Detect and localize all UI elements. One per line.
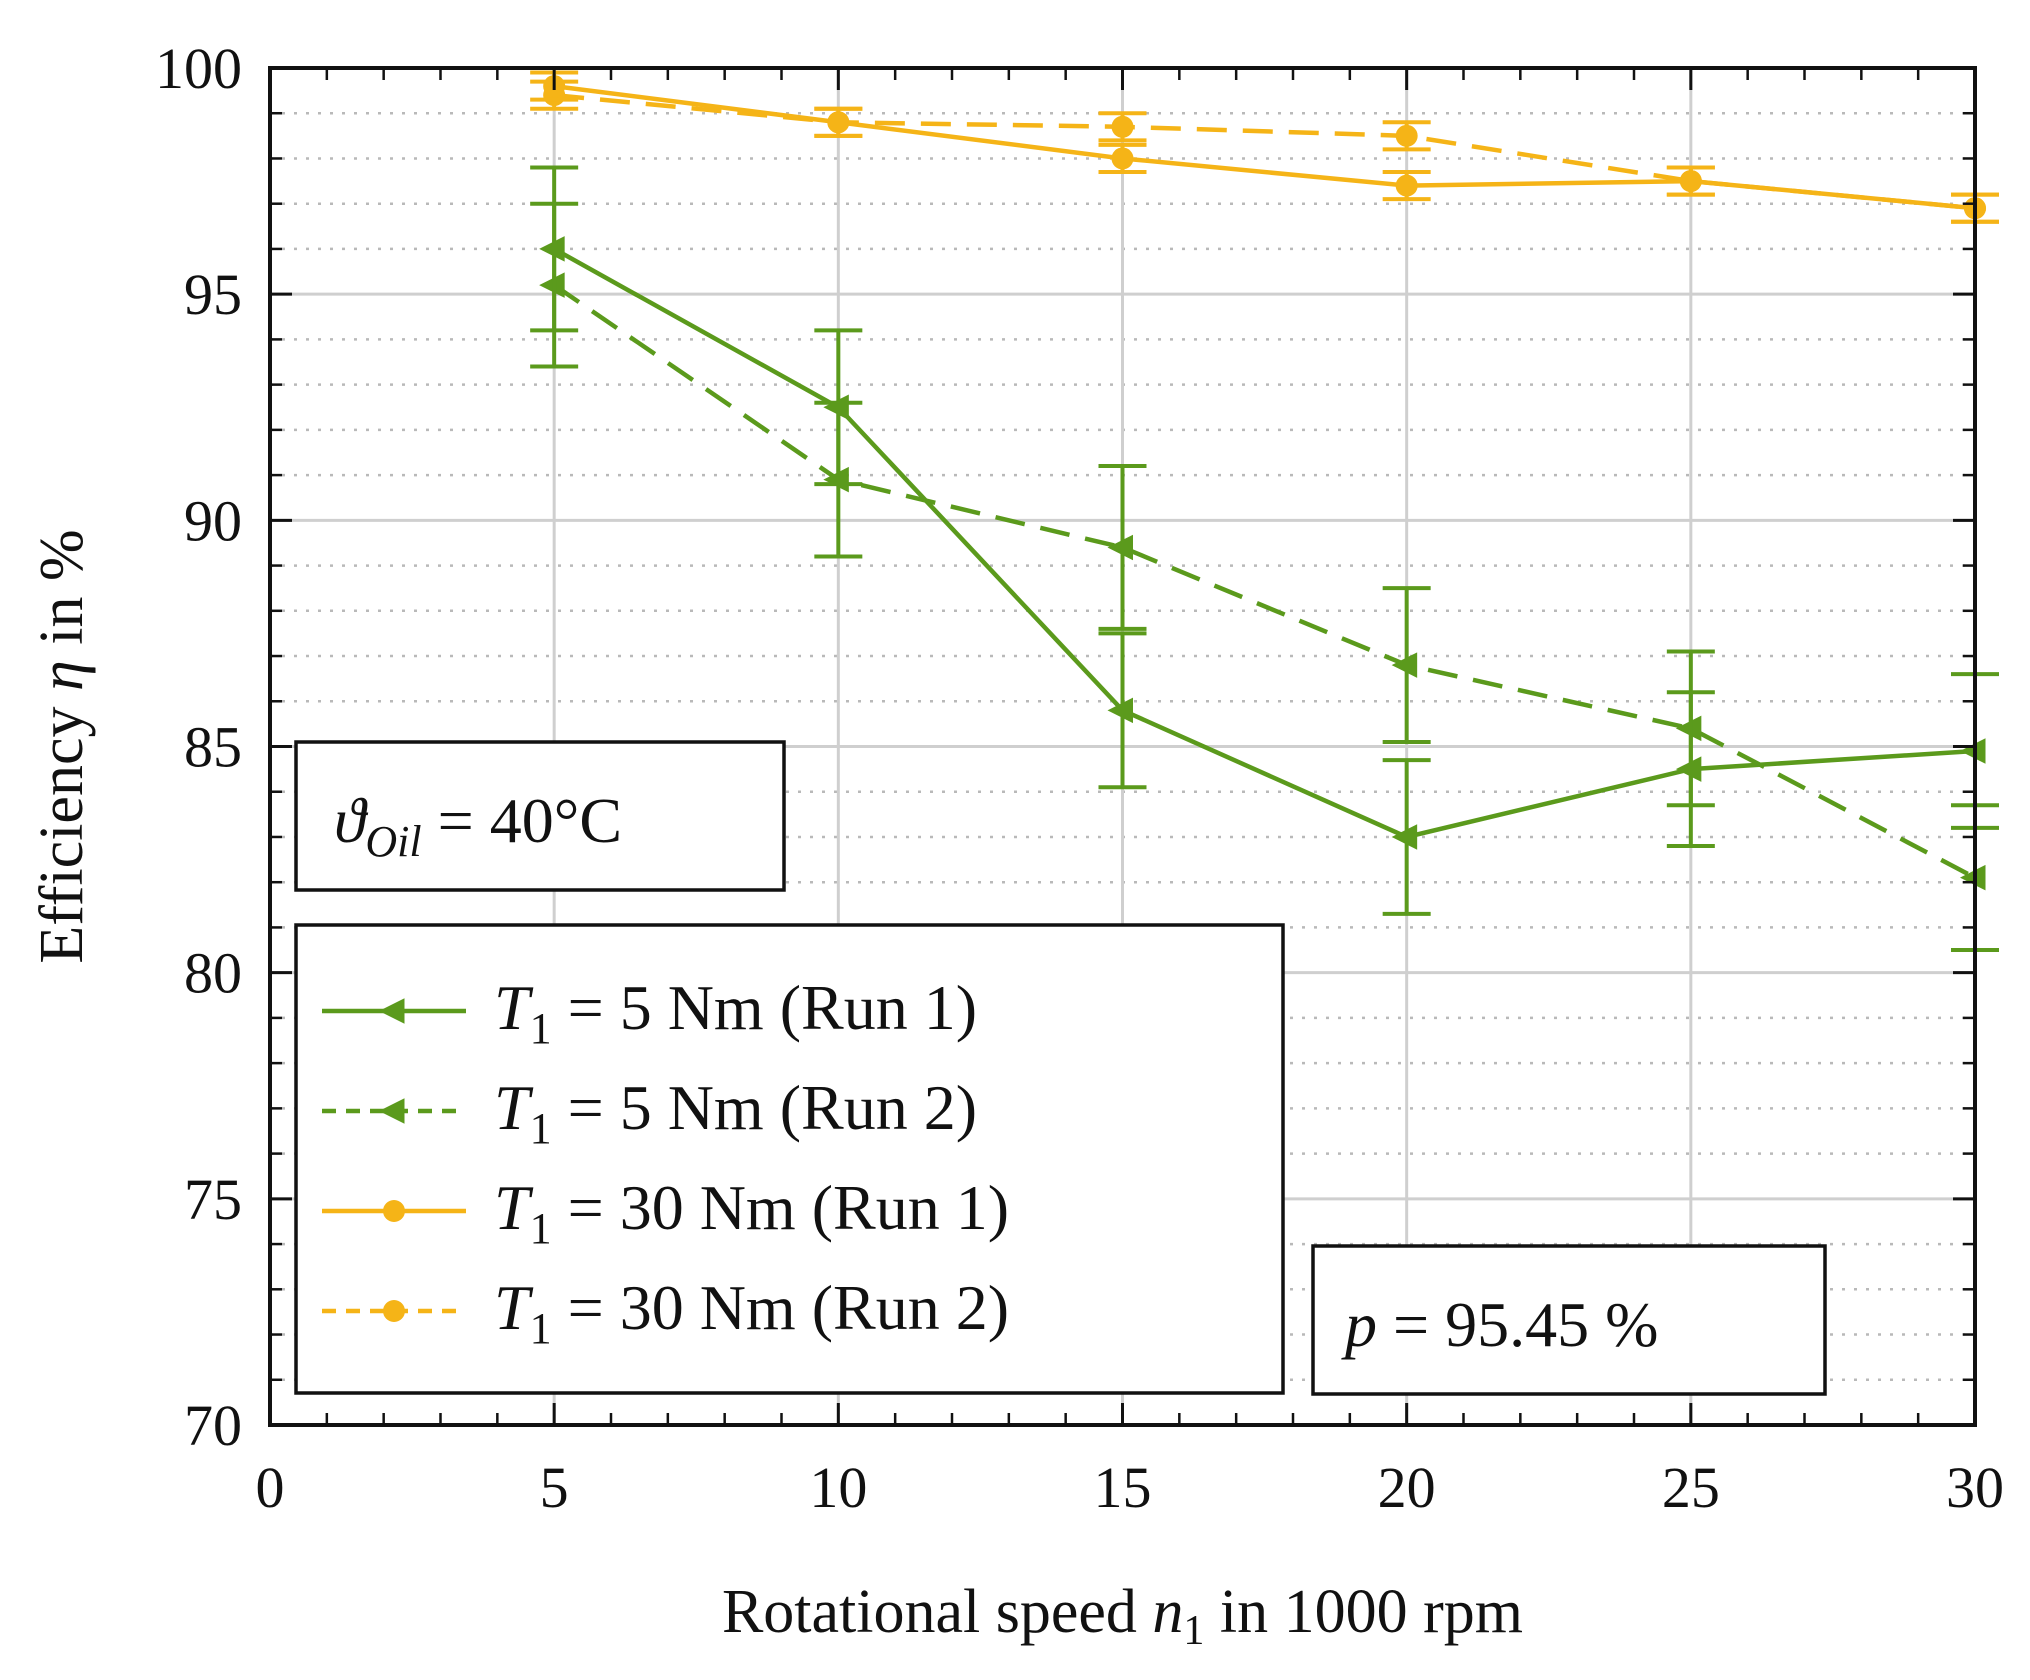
- y-tick-label: 70: [184, 1393, 242, 1458]
- series-3-point: [827, 111, 850, 134]
- p-annotation-var: p: [1341, 1289, 1377, 1360]
- series-2-point: [1391, 652, 1418, 678]
- oil-annotation-sub: Oil: [365, 817, 421, 866]
- x-tick-label: 0: [256, 1455, 285, 1520]
- x-axis-title-text: Rotational speed: [722, 1578, 1152, 1646]
- p-annotation-value: = 95.45 %: [1377, 1289, 1658, 1360]
- y-tick-label: 80: [184, 941, 242, 1006]
- x-tick-labels: 0 5 10 15 20 25 30: [256, 1455, 2005, 1520]
- p-annotation-box: [1311, 1244, 1827, 1396]
- oil-annotation-var: ϑ: [334, 785, 369, 856]
- x-axis-title-sub: 1: [1183, 1608, 1204, 1654]
- series-3-point: [1395, 174, 1418, 197]
- legend-entry-3-label: T1 = 30 Nm (Run 1): [494, 1172, 1009, 1253]
- legend-entry-1-marker: [379, 998, 405, 1024]
- legend: T1 = 5 Nm (Run 1) T1 = 5 Nm (Run 2) T1 =…: [294, 923, 1285, 1395]
- y-axis-title-var: η: [28, 660, 96, 691]
- y-axis-title: Efficiency η in %: [28, 529, 96, 963]
- series-1-point: [1675, 756, 1702, 782]
- x-tick-label: 25: [1662, 1455, 1720, 1520]
- p-annotation-text: p = 95.45 %: [1341, 1289, 1658, 1360]
- legend-box: [294, 923, 1285, 1395]
- y-axis-title-unit: in %: [28, 529, 96, 660]
- y-tick-label: 90: [184, 488, 242, 553]
- series-1-line: [553, 246, 1976, 840]
- series-2-point: [1675, 715, 1702, 742]
- series-3-line: [553, 83, 1976, 211]
- x-axis-title: Rotational speed n1 in 1000 rpm: [722, 1578, 1523, 1654]
- x-axis-title-unit: in 1000 rpm: [1204, 1578, 1523, 1646]
- y-tick-label: 100: [155, 36, 242, 101]
- oil-annotation-value: = 40°C: [422, 785, 622, 856]
- legend-swatches: [322, 998, 466, 1322]
- x-tick-label: 20: [1378, 1455, 1436, 1520]
- x-tick-label: 10: [809, 1455, 867, 1520]
- series-1: [530, 165, 1999, 916]
- series-1-point: [1391, 824, 1418, 850]
- x-tick-label: 30: [1946, 1455, 2004, 1520]
- series-4-point: [1395, 124, 1418, 147]
- y-tick-label: 85: [184, 715, 242, 780]
- y-tick-label: 75: [184, 1167, 242, 1232]
- y-tick-labels: 70 75 80 85 90 95 100: [155, 36, 242, 1458]
- series-layer: [530, 70, 1999, 953]
- y-axis-title-text: Efficiency: [28, 691, 96, 964]
- series-1-point: [539, 236, 565, 262]
- legend-entry-4-label: T1 = 30 Nm (Run 2): [494, 1272, 1009, 1353]
- series-4-point: [1111, 115, 1134, 138]
- y-tick-label: 95: [184, 262, 242, 327]
- series-1-point: [1107, 697, 1133, 724]
- legend-entry-1-label: T1 = 5 Nm (Run 1): [494, 972, 977, 1053]
- x-tick-label: 15: [1094, 1455, 1152, 1520]
- oil-annotation-box: [294, 740, 786, 892]
- series-2-point: [539, 272, 565, 298]
- oil-temperature-annotation: ϑOil = 40°C: [294, 740, 786, 892]
- series-2-line: [552, 283, 1977, 880]
- legend-entry-4-marker: [383, 1300, 405, 1322]
- legend-entry-2-label: T1 = 5 Nm (Run 2): [494, 1072, 977, 1153]
- series-3-point: [1679, 170, 1702, 193]
- series-2-point: [1960, 864, 1986, 891]
- legend-entry-3-marker: [383, 1200, 405, 1222]
- legend-entry-2-marker: [379, 1098, 405, 1124]
- confidence-annotation: p = 95.45 %: [1311, 1244, 1827, 1396]
- axis-ticks: [268, 66, 1977, 1427]
- series-1-point: [1960, 738, 1986, 764]
- x-tick-label: 5: [540, 1455, 569, 1520]
- x-axis-title-var: n: [1152, 1578, 1183, 1646]
- series-2-point: [1107, 534, 1133, 561]
- series-3: [530, 70, 1999, 224]
- series-1-point: [823, 394, 849, 420]
- series-3-point: [1111, 147, 1134, 170]
- oil-annotation-text: ϑOil = 40°C: [334, 785, 622, 866]
